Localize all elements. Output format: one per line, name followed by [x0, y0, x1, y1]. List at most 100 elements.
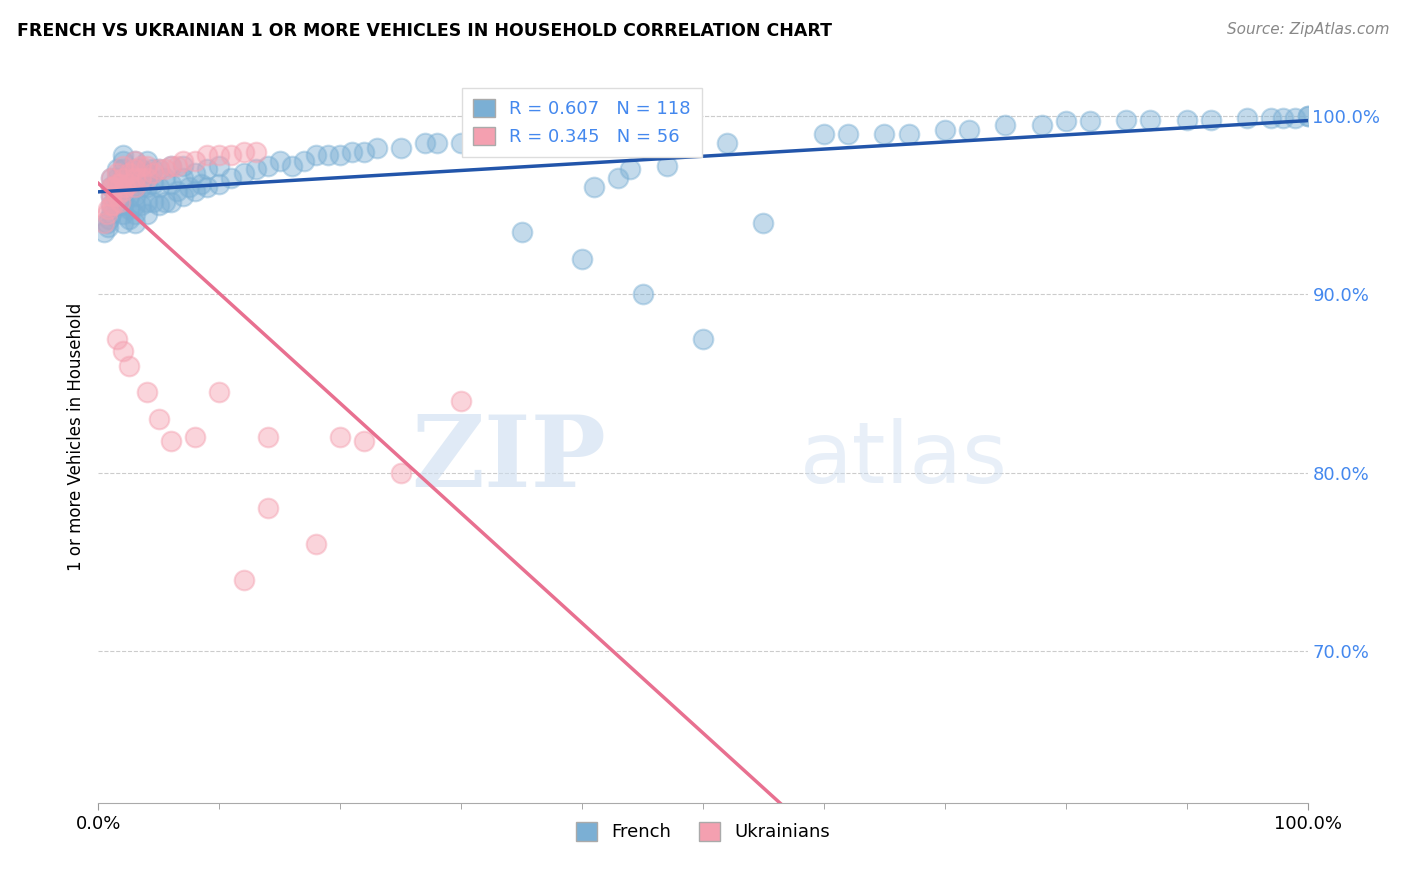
Point — [342, 145, 364, 159]
Point — [166, 184, 188, 198]
Point — [105, 189, 128, 203]
Point — [105, 166, 128, 180]
Point — [172, 159, 194, 173]
Point — [129, 171, 152, 186]
Point — [1272, 111, 1295, 125]
Point — [160, 194, 183, 209]
Point — [172, 171, 194, 186]
Point — [221, 148, 243, 162]
Point — [124, 153, 146, 168]
Point — [752, 216, 775, 230]
Point — [111, 207, 134, 221]
Point — [129, 159, 152, 173]
Point — [142, 166, 165, 180]
Point — [135, 207, 157, 221]
Point — [118, 212, 141, 227]
Point — [124, 207, 146, 221]
Point — [208, 177, 231, 191]
Point — [148, 162, 170, 177]
Point — [1296, 109, 1319, 123]
Point — [619, 162, 641, 177]
Point — [135, 194, 157, 209]
Point — [148, 198, 170, 212]
Point — [389, 466, 412, 480]
Point — [93, 225, 115, 239]
Point — [1236, 111, 1258, 125]
Point — [101, 198, 124, 212]
Point — [118, 359, 141, 373]
Point — [111, 153, 134, 168]
Point — [450, 394, 472, 409]
Text: atlas: atlas — [800, 417, 1008, 500]
Point — [245, 162, 267, 177]
Point — [510, 225, 533, 239]
Point — [1115, 112, 1137, 127]
Point — [172, 189, 194, 203]
Point — [245, 145, 267, 159]
Point — [97, 202, 120, 216]
Point — [100, 180, 122, 194]
Point — [100, 189, 122, 203]
Point — [184, 184, 207, 198]
Point — [269, 153, 291, 168]
Point — [96, 216, 118, 230]
Point — [232, 145, 254, 159]
Point — [111, 148, 134, 162]
Text: FRENCH VS UKRAINIAN 1 OR MORE VEHICLES IN HOUSEHOLD CORRELATION CHART: FRENCH VS UKRAINIAN 1 OR MORE VEHICLES I… — [17, 22, 832, 40]
Point — [111, 216, 134, 230]
Text: Source: ZipAtlas.com: Source: ZipAtlas.com — [1226, 22, 1389, 37]
Point — [124, 162, 146, 177]
Point — [118, 202, 141, 216]
Point — [1078, 114, 1101, 128]
Point — [957, 123, 980, 137]
Point — [329, 430, 352, 444]
Point — [98, 212, 121, 227]
Point — [1284, 111, 1306, 125]
Point — [160, 434, 183, 448]
Point — [135, 159, 157, 173]
Point — [124, 162, 146, 177]
Point — [1054, 114, 1077, 128]
Point — [124, 216, 146, 230]
Point — [934, 123, 956, 137]
Point — [105, 171, 128, 186]
Point — [124, 171, 146, 186]
Point — [1175, 112, 1198, 127]
Point — [111, 162, 134, 177]
Point — [897, 127, 920, 141]
Legend: French, Ukrainians: French, Ukrainians — [568, 814, 838, 848]
Point — [329, 148, 352, 162]
Point — [184, 166, 207, 180]
Point — [305, 148, 328, 162]
Point — [100, 198, 122, 212]
Point — [105, 332, 128, 346]
Point — [100, 189, 122, 203]
Point — [583, 180, 606, 194]
Point — [148, 180, 170, 194]
Point — [221, 171, 243, 186]
Point — [148, 412, 170, 426]
Point — [129, 198, 152, 212]
Point — [292, 153, 315, 168]
Point — [1296, 109, 1319, 123]
Point — [716, 136, 738, 150]
Point — [160, 177, 183, 191]
Point — [172, 153, 194, 168]
Point — [124, 180, 146, 194]
Point — [118, 166, 141, 180]
Point — [166, 159, 188, 173]
Point — [1260, 111, 1282, 125]
Point — [105, 162, 128, 177]
Point — [389, 141, 412, 155]
Point — [281, 159, 304, 173]
Point — [692, 332, 714, 346]
Point — [114, 180, 136, 194]
Point — [96, 207, 118, 221]
Point — [108, 177, 131, 191]
Point — [124, 189, 146, 203]
Text: ZIP: ZIP — [412, 410, 606, 508]
Point — [100, 198, 122, 212]
Point — [100, 180, 122, 194]
Point — [129, 162, 152, 177]
Point — [195, 180, 218, 194]
